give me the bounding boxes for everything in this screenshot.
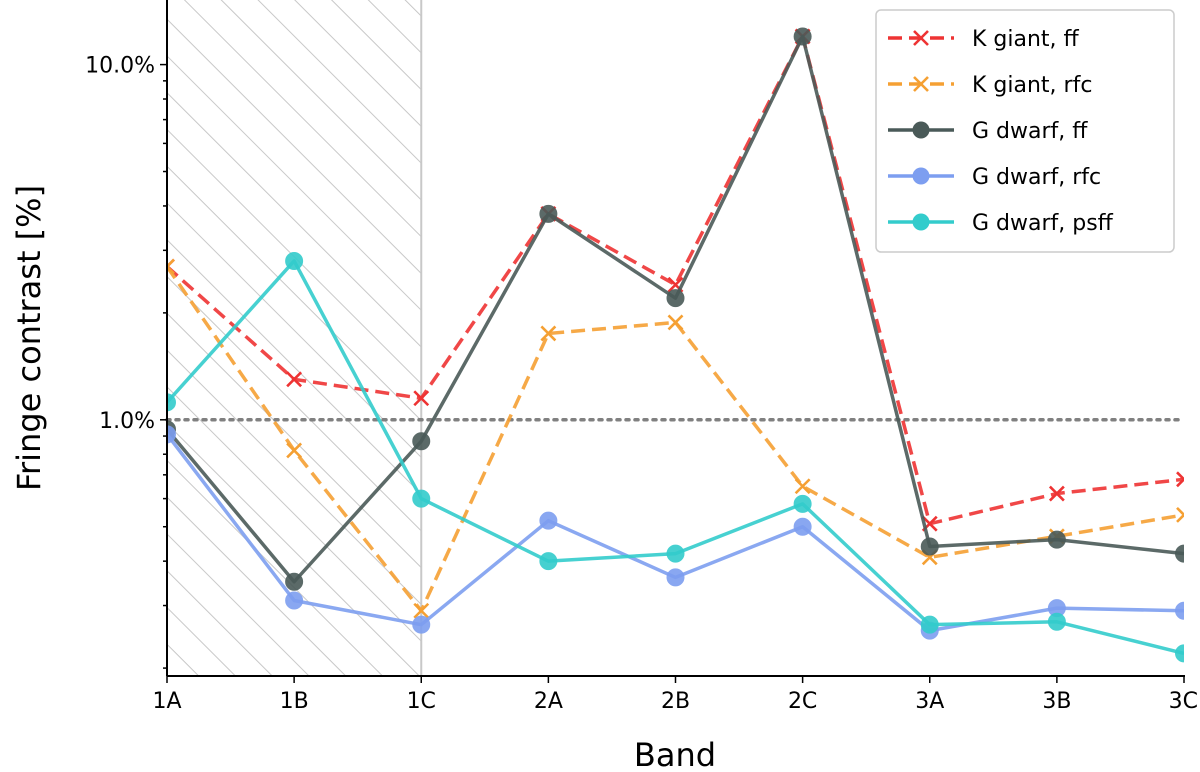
- data-point: [539, 552, 558, 571]
- data-point: [285, 591, 304, 610]
- x-tick-label: 3A: [915, 689, 944, 714]
- legend-entry-1: K giant, ff: [888, 27, 1080, 52]
- series-4: [167, 425, 1184, 640]
- hatched-region: [167, 0, 422, 676]
- data-point: [539, 511, 558, 530]
- data-point: [1047, 612, 1066, 631]
- legend-label: G dwarf, rfc: [972, 165, 1101, 190]
- data-point: [1176, 471, 1184, 488]
- data-point: [1175, 644, 1184, 663]
- y-tick-label: 1.0%: [99, 409, 155, 434]
- x-axis-title: Band: [634, 736, 716, 772]
- data-point: [167, 258, 175, 275]
- legend-box: [875, 9, 1175, 253]
- y-tick-label: 10.0%: [85, 54, 155, 79]
- data-point: [920, 615, 939, 634]
- data-point: [539, 204, 558, 223]
- data-point: [1047, 530, 1066, 549]
- data-point: [666, 568, 685, 587]
- legend-swatch-marker: [913, 76, 929, 92]
- legend-entry-4: G dwarf, rfc: [888, 165, 1101, 190]
- data-point: [666, 544, 685, 563]
- x-tick-label: 1A: [152, 689, 181, 714]
- data-point: [412, 615, 431, 634]
- data-point: [412, 432, 431, 451]
- data-point: [286, 442, 303, 459]
- legend-swatch-marker: [912, 121, 930, 139]
- data-point: [413, 390, 430, 407]
- data-point: [540, 325, 557, 342]
- data-point: [167, 425, 176, 444]
- data-point: [1175, 544, 1184, 563]
- data-point: [1175, 601, 1184, 620]
- data-point: [666, 289, 685, 308]
- legend-label: K giant, rfc: [972, 73, 1092, 98]
- legend-label: K giant, ff: [972, 27, 1080, 52]
- data-point: [920, 537, 939, 556]
- x-tick-label: 3C: [1169, 689, 1198, 714]
- x-tick-label: 1C: [407, 689, 436, 714]
- data-point: [1176, 506, 1184, 523]
- data-point: [285, 572, 304, 591]
- legend-swatch-marker: [913, 30, 929, 46]
- data-point: [794, 478, 811, 495]
- x-tick-label: 2A: [534, 689, 563, 714]
- legend-entry-3: G dwarf, ff: [888, 119, 1088, 144]
- data-point: [793, 27, 812, 46]
- legend-entry-5: G dwarf, psff: [888, 211, 1114, 236]
- data-point: [413, 602, 430, 619]
- data-point: [286, 371, 303, 388]
- legend-swatch-marker: [912, 213, 930, 231]
- data-point: [667, 314, 684, 331]
- data-point: [285, 251, 304, 270]
- x-tick-label: 2B: [661, 689, 690, 714]
- x-tick-label: 2C: [788, 689, 817, 714]
- series-line: [167, 34, 1184, 526]
- y-axis-title: Fringe contrast [%]: [10, 185, 48, 491]
- legend-label: G dwarf, psff: [972, 211, 1114, 236]
- data-point: [1048, 485, 1065, 502]
- data-point: [793, 494, 812, 513]
- x-tick-label: 1B: [280, 689, 309, 714]
- data-point: [793, 517, 812, 536]
- legend-entry-2: K giant, rfc: [888, 73, 1092, 98]
- data-point: [167, 393, 176, 412]
- legend-label: G dwarf, ff: [972, 119, 1088, 144]
- x-tick-label: 3B: [1042, 689, 1071, 714]
- data-point: [412, 489, 431, 508]
- legend-swatch-marker: [912, 167, 930, 185]
- series-5: [167, 251, 1184, 663]
